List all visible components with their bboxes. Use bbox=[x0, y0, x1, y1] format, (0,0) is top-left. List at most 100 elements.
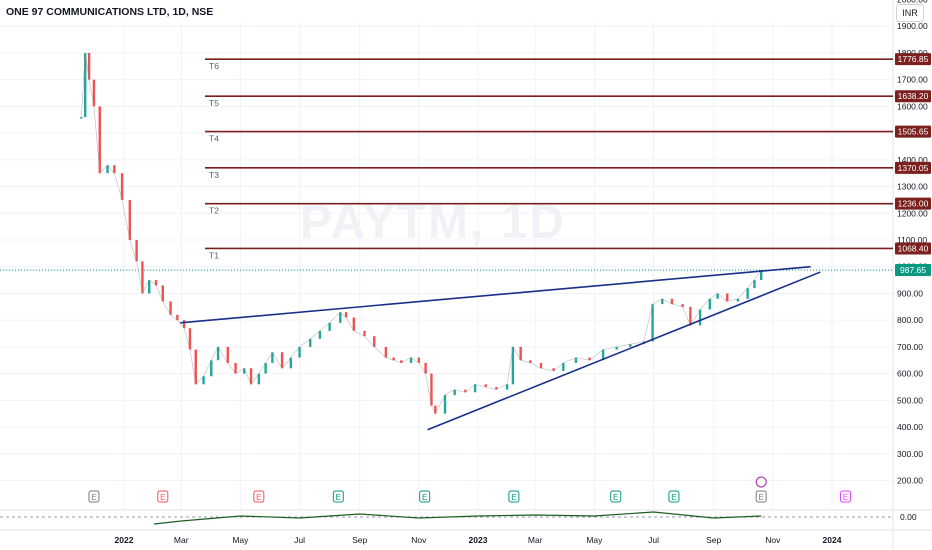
earnings-marker-label: E bbox=[613, 493, 618, 502]
price-candle bbox=[443, 394, 447, 414]
y-tick-label: 200.00 bbox=[897, 475, 923, 485]
x-tick-label: Sep bbox=[706, 535, 721, 545]
target-price-label: 1776.85 bbox=[898, 54, 929, 64]
price-candle bbox=[708, 298, 711, 310]
y-tick-label: 1900.00 bbox=[897, 21, 928, 31]
price-candle bbox=[271, 352, 274, 363]
price-candle bbox=[464, 389, 467, 393]
price-candle bbox=[698, 309, 702, 326]
currency-button[interactable]: INR bbox=[896, 4, 924, 22]
last-price-tag bbox=[895, 264, 931, 277]
price-candle bbox=[484, 384, 487, 387]
target-price-tag bbox=[895, 197, 931, 210]
earnings-marker-label: E bbox=[422, 493, 427, 502]
price-candle bbox=[529, 360, 532, 363]
price-candle bbox=[182, 320, 186, 329]
price-candle bbox=[128, 199, 132, 240]
x-tick-label: Jul bbox=[294, 535, 305, 545]
earnings-marker bbox=[610, 490, 622, 503]
y-tick-label: 1100.00 bbox=[897, 235, 927, 245]
flash-event-icon bbox=[755, 476, 767, 488]
price-candle bbox=[328, 322, 331, 331]
price-candle bbox=[689, 306, 692, 326]
price-candle bbox=[87, 52, 91, 80]
price-candle bbox=[161, 285, 164, 302]
price-candle bbox=[384, 346, 388, 358]
target-price-label: 1505.65 bbox=[898, 127, 929, 137]
price-candle bbox=[216, 346, 220, 361]
price-candle bbox=[430, 373, 433, 406]
price-candle bbox=[298, 346, 301, 358]
earnings-marker-label: E bbox=[160, 493, 165, 502]
price-candle bbox=[113, 165, 116, 174]
earnings-marker-label: E bbox=[256, 493, 261, 502]
price-candle bbox=[552, 368, 555, 371]
price-candle bbox=[154, 280, 158, 286]
price-candle bbox=[339, 312, 342, 323]
earnings-marker bbox=[253, 490, 265, 503]
y-tick-label: 2000.00 bbox=[897, 0, 928, 5]
x-tick-label: May bbox=[586, 535, 603, 545]
price-candle bbox=[363, 330, 366, 337]
price-candle bbox=[409, 357, 413, 363]
y-tick-label: 600.00 bbox=[897, 369, 923, 379]
price-candle bbox=[352, 317, 356, 331]
price-candle bbox=[234, 362, 237, 374]
target-price-tag bbox=[895, 53, 931, 66]
earnings-marker-label: E bbox=[843, 493, 848, 502]
price-candle bbox=[194, 349, 197, 385]
y-tick-label: 1800.00 bbox=[897, 48, 928, 58]
x-tick-label: 2024 bbox=[823, 535, 842, 545]
price-candle bbox=[400, 360, 403, 363]
target-price-tag bbox=[895, 242, 931, 255]
price-candle bbox=[473, 384, 477, 393]
trendline-lower-support bbox=[427, 271, 821, 431]
price-candle bbox=[226, 346, 229, 363]
earnings-marker bbox=[668, 490, 680, 503]
target-name-t4: T4 bbox=[209, 134, 219, 144]
target-name-t5: T5 bbox=[209, 98, 219, 108]
target-price-label: 1370.05 bbox=[898, 163, 929, 173]
price-candle bbox=[210, 360, 213, 377]
price-candle bbox=[80, 117, 83, 119]
y-tick-label: 500.00 bbox=[897, 395, 923, 405]
target-price-tag bbox=[895, 161, 931, 174]
x-tick-label: Nov bbox=[765, 535, 781, 545]
x-tick-label: 2022 bbox=[115, 535, 134, 545]
earnings-marker bbox=[840, 490, 852, 503]
y-tick-label: 800.00 bbox=[897, 315, 923, 325]
indicator-line bbox=[154, 511, 762, 525]
x-tick-label: Nov bbox=[411, 535, 427, 545]
target-price-label: 1236.00 bbox=[898, 199, 929, 209]
price-candle bbox=[309, 338, 312, 347]
price-candle bbox=[746, 288, 749, 299]
price-candle bbox=[188, 328, 192, 350]
price-candle bbox=[574, 357, 578, 363]
earnings-marker bbox=[157, 490, 169, 503]
y-tick-label: 300.00 bbox=[897, 449, 923, 459]
price-candle bbox=[257, 373, 261, 385]
price-candle bbox=[753, 280, 756, 289]
earnings-marker-label: E bbox=[671, 493, 676, 502]
y-tick-label: 900.00 bbox=[897, 288, 923, 298]
earnings-marker-label: E bbox=[336, 493, 341, 502]
price-candle bbox=[736, 298, 740, 302]
price-candle bbox=[716, 293, 719, 299]
price-candle bbox=[243, 368, 246, 374]
target-price-label: 1638.20 bbox=[898, 91, 929, 101]
price-candle bbox=[98, 106, 101, 174]
price-candle bbox=[661, 298, 664, 305]
target-name-t2: T2 bbox=[209, 206, 219, 216]
price-candle bbox=[601, 349, 605, 361]
y-tick-label: 1700.00 bbox=[897, 75, 928, 85]
target-price-label: 1068.40 bbox=[898, 243, 929, 253]
last-price-label: 987.65 bbox=[900, 265, 926, 275]
y-tick-label: 1600.00 bbox=[897, 101, 928, 111]
price-candle bbox=[453, 389, 456, 395]
earnings-marker-label: E bbox=[91, 493, 96, 502]
price-candle bbox=[495, 386, 498, 390]
price-candle bbox=[588, 357, 591, 361]
y-tick-label: 1400.00 bbox=[897, 155, 928, 165]
price-candle bbox=[344, 312, 348, 318]
